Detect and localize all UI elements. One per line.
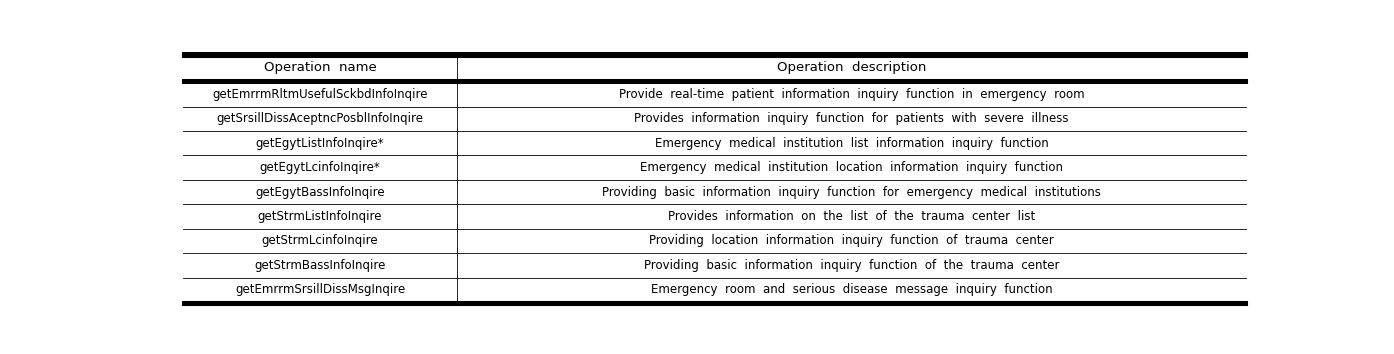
Text: Provides  information  inquiry  function  for  patients  with  severe  illness: Provides information inquiry function fo… (634, 112, 1069, 125)
Text: getStrmLcinfoInqire: getStrmLcinfoInqire (262, 234, 378, 247)
Text: getStrmBassInfoInqire: getStrmBassInfoInqire (255, 259, 386, 272)
Text: Emergency  room  and  serious  disease  message  inquiry  function: Emergency room and serious disease messa… (651, 283, 1052, 296)
Text: getEmrrmSrsillDissMsgInqire: getEmrrmSrsillDissMsgInqire (236, 283, 406, 296)
Text: Providing  basic  information  inquiry  function  of  the  trauma  center: Providing basic information inquiry func… (644, 259, 1059, 272)
Text: Providing  location  information  inquiry  function  of  trauma  center: Providing location information inquiry f… (650, 234, 1054, 247)
Text: getSrsillDissAceptncPosblInfoInqire: getSrsillDissAceptncPosblInfoInqire (216, 112, 424, 125)
Text: Provide  real-time  patient  information  inquiry  function  in  emergency  room: Provide real-time patient information in… (619, 88, 1085, 101)
Text: Provides  information  on  the  list  of  the  trauma  center  list: Provides information on the list of the … (668, 210, 1036, 223)
Text: getStrmListInfoInqire: getStrmListInfoInqire (258, 210, 382, 223)
Text: getEmrrmRltmUsefulSckbdInfoInqire: getEmrrmRltmUsefulSckbdInfoInqire (212, 88, 428, 101)
Text: Emergency  medical  institution  list  information  inquiry  function: Emergency medical institution list infor… (655, 137, 1048, 150)
Text: getEgytListInfoInqire*: getEgytListInfoInqire* (255, 137, 385, 150)
Text: getEgytLcinfoInqire*: getEgytLcinfoInqire* (259, 161, 381, 174)
Text: Operation  name: Operation name (263, 61, 376, 74)
Text: Providing  basic  information  inquiry  function  for  emergency  medical  insti: Providing basic information inquiry func… (602, 185, 1101, 199)
Text: Operation  description: Operation description (776, 61, 927, 74)
Text: getEgytBassInfoInqire: getEgytBassInfoInqire (255, 185, 385, 199)
Text: Emergency  medical  institution  location  information  inquiry  function: Emergency medical institution location i… (640, 161, 1064, 174)
